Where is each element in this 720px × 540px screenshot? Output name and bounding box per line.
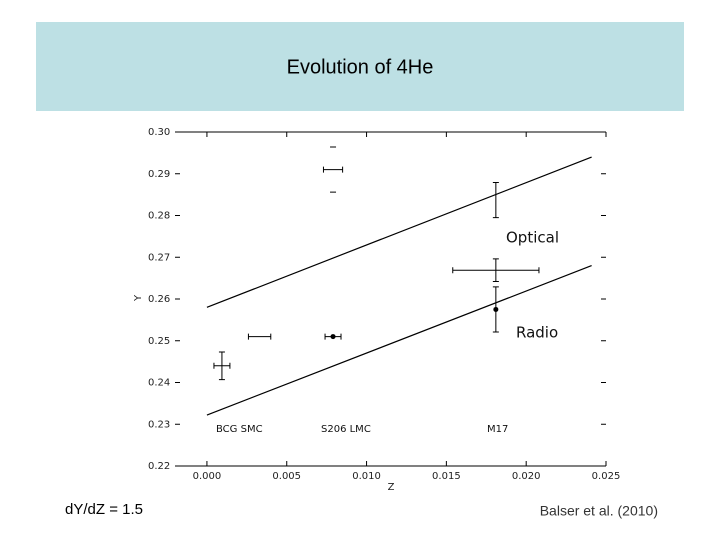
y-tick-label: 0.30	[148, 127, 170, 138]
x-tick-label: 0.010	[352, 471, 381, 482]
annotation: Optical	[506, 229, 559, 247]
y-tick-label: 0.29	[148, 169, 170, 180]
y-error-bar	[330, 146, 337, 193]
annotation: M17	[487, 424, 508, 435]
x-tick-label: 0.005	[272, 471, 301, 482]
x-tick-label: 0.000	[193, 471, 222, 482]
annotation: S206 LMC	[321, 424, 371, 435]
footer-right: Balser et al. (2010)	[540, 503, 658, 519]
annotation: Radio	[516, 324, 558, 342]
x-error-bar	[247, 333, 272, 340]
y-tick-label: 0.24	[148, 378, 170, 389]
footer-left: dY/dZ = 1.5	[65, 501, 143, 518]
fit-line	[206, 156, 592, 308]
header-band	[36, 22, 684, 111]
chart-title: Evolution of 4He	[287, 56, 434, 78]
y-tick-label: 0.25	[148, 336, 170, 347]
x-axis-label: Z	[388, 482, 395, 493]
y-tick-label: 0.22	[148, 461, 170, 472]
point	[330, 334, 336, 340]
y-tick-label: 0.23	[148, 419, 170, 430]
y-tick-label: 0.27	[148, 252, 170, 263]
x-error-bar	[322, 166, 344, 173]
y-error-bar	[492, 182, 499, 219]
y-axis-label: Y	[133, 294, 144, 302]
annotation: BCG SMC	[216, 424, 263, 435]
fit-line	[206, 265, 592, 416]
x-tick-label: 0.025	[592, 471, 621, 482]
x-tick-label: 0.020	[512, 471, 541, 482]
y-error-bar	[218, 351, 225, 381]
x-tick-label: 0.015	[432, 471, 461, 482]
point	[493, 306, 499, 312]
y-tick-label: 0.26	[148, 294, 170, 305]
y-error-bar	[492, 258, 499, 282]
y-tick-label: 0.28	[148, 211, 170, 222]
